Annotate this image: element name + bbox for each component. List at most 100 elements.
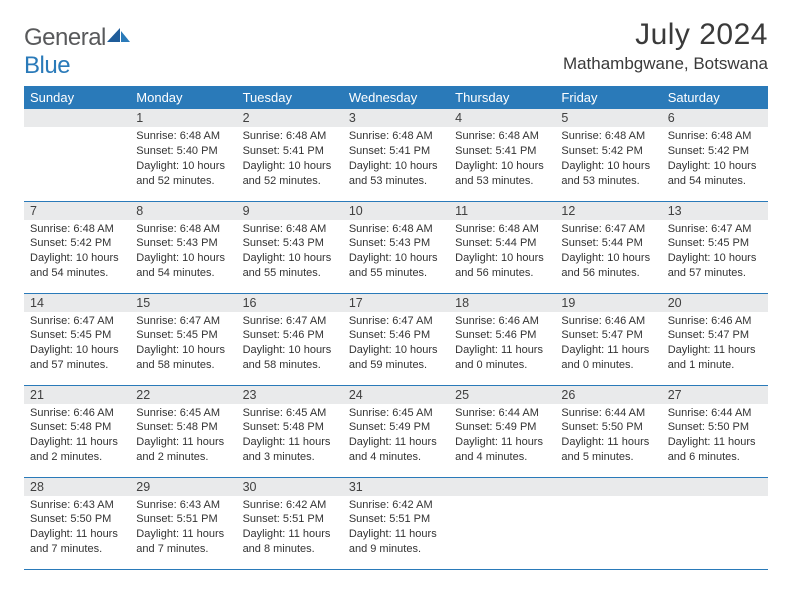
day-sunset: Sunset: 5:43 PM xyxy=(243,236,337,251)
day-sunset: Sunset: 5:46 PM xyxy=(243,328,337,343)
day-daylight1: Daylight: 11 hours xyxy=(243,527,337,542)
day-daylight1: Daylight: 11 hours xyxy=(455,343,549,358)
day-body: Sunrise: 6:47 AMSunset: 5:45 PMDaylight:… xyxy=(24,312,130,377)
day-daylight2: and 57 minutes. xyxy=(668,266,762,281)
day-daylight2: and 3 minutes. xyxy=(243,450,337,465)
day-daylight1: Daylight: 10 hours xyxy=(243,159,337,174)
day-daylight2: and 5 minutes. xyxy=(561,450,655,465)
day-body: Sunrise: 6:48 AMSunset: 5:40 PMDaylight:… xyxy=(130,127,236,192)
day-daylight2: and 7 minutes. xyxy=(136,542,230,557)
day-sunset: Sunset: 5:51 PM xyxy=(243,512,337,527)
day-daylight2: and 54 minutes. xyxy=(668,174,762,189)
calendar-day-cell: 24Sunrise: 6:45 AMSunset: 5:49 PMDayligh… xyxy=(343,385,449,477)
day-daylight1: Daylight: 10 hours xyxy=(30,251,124,266)
day-daylight1: Daylight: 11 hours xyxy=(561,343,655,358)
calendar-day-cell: 15Sunrise: 6:47 AMSunset: 5:45 PMDayligh… xyxy=(130,293,236,385)
day-number: 2 xyxy=(237,109,343,127)
calendar-day-cell: 13Sunrise: 6:47 AMSunset: 5:45 PMDayligh… xyxy=(662,201,768,293)
day-sunset: Sunset: 5:43 PM xyxy=(136,236,230,251)
day-sunset: Sunset: 5:48 PM xyxy=(30,420,124,435)
calendar-header-row: SundayMondayTuesdayWednesdayThursdayFrid… xyxy=(24,86,768,109)
calendar-week-row: 14Sunrise: 6:47 AMSunset: 5:45 PMDayligh… xyxy=(24,293,768,385)
calendar-day-cell: 2 Sunrise: 6:48 AMSunset: 5:41 PMDaylight… xyxy=(237,109,343,201)
day-sunset: Sunset: 5:47 PM xyxy=(668,328,762,343)
day-sunset: Sunset: 5:45 PM xyxy=(136,328,230,343)
calendar-week-row: 7Sunrise: 6:48 AMSunset: 5:42 PMDaylight… xyxy=(24,201,768,293)
day-body: Sunrise: 6:47 AMSunset: 5:45 PMDaylight:… xyxy=(662,220,768,285)
day-sunset: Sunset: 5:50 PM xyxy=(668,420,762,435)
day-sunset: Sunset: 5:41 PM xyxy=(243,144,337,159)
day-daylight2: and 4 minutes. xyxy=(349,450,443,465)
day-sunrise: Sunrise: 6:47 AM xyxy=(136,314,230,329)
day-daylight2: and 2 minutes. xyxy=(30,450,124,465)
day-number: 30 xyxy=(237,478,343,496)
calendar-day-cell xyxy=(24,109,130,201)
calendar-day-cell xyxy=(555,477,661,569)
weekday-header: Friday xyxy=(555,86,661,109)
calendar-day-cell: 7Sunrise: 6:48 AMSunset: 5:42 PMDaylight… xyxy=(24,201,130,293)
day-sunrise: Sunrise: 6:48 AM xyxy=(349,129,443,144)
calendar-week-row: 1Sunrise: 6:48 AMSunset: 5:40 PMDaylight… xyxy=(24,109,768,201)
day-daylight2: and 0 minutes. xyxy=(455,358,549,373)
day-body: Sunrise: 6:44 AMSunset: 5:50 PMDaylight:… xyxy=(555,404,661,469)
day-daylight1: Daylight: 11 hours xyxy=(243,435,337,450)
calendar-day-cell: 26Sunrise: 6:44 AMSunset: 5:50 PMDayligh… xyxy=(555,385,661,477)
day-number: 8 xyxy=(130,202,236,220)
day-sunset: Sunset: 5:48 PM xyxy=(136,420,230,435)
day-number: 26 xyxy=(555,386,661,404)
day-sunrise: Sunrise: 6:43 AM xyxy=(30,498,124,513)
day-daylight1: Daylight: 10 hours xyxy=(455,251,549,266)
day-sunset: Sunset: 5:46 PM xyxy=(349,328,443,343)
day-body: Sunrise: 6:45 AMSunset: 5:48 PMDaylight:… xyxy=(130,404,236,469)
day-daylight2: and 54 minutes. xyxy=(30,266,124,281)
day-body: Sunrise: 6:46 AMSunset: 5:48 PMDaylight:… xyxy=(24,404,130,469)
calendar-day-cell: 9Sunrise: 6:48 AMSunset: 5:43 PMDaylight… xyxy=(237,201,343,293)
day-sunset: Sunset: 5:51 PM xyxy=(136,512,230,527)
day-body: Sunrise: 6:48 AMSunset: 5:43 PMDaylight:… xyxy=(343,220,449,285)
day-sunrise: Sunrise: 6:46 AM xyxy=(455,314,549,329)
day-number xyxy=(662,478,768,496)
calendar-day-cell: 22Sunrise: 6:45 AMSunset: 5:48 PMDayligh… xyxy=(130,385,236,477)
day-body: Sunrise: 6:44 AMSunset: 5:49 PMDaylight:… xyxy=(449,404,555,469)
day-body: Sunrise: 6:48 AMSunset: 5:42 PMDaylight:… xyxy=(555,127,661,192)
day-body: Sunrise: 6:48 AMSunset: 5:42 PMDaylight:… xyxy=(24,220,130,285)
day-number: 24 xyxy=(343,386,449,404)
day-daylight1: Daylight: 11 hours xyxy=(455,435,549,450)
day-daylight1: Daylight: 10 hours xyxy=(561,159,655,174)
day-body: Sunrise: 6:47 AMSunset: 5:46 PMDaylight:… xyxy=(343,312,449,377)
calendar-day-cell: 10Sunrise: 6:48 AMSunset: 5:43 PMDayligh… xyxy=(343,201,449,293)
day-sunrise: Sunrise: 6:44 AM xyxy=(455,406,549,421)
day-sunset: Sunset: 5:48 PM xyxy=(243,420,337,435)
day-body: Sunrise: 6:48 AMSunset: 5:43 PMDaylight:… xyxy=(237,220,343,285)
day-daylight1: Daylight: 11 hours xyxy=(136,527,230,542)
day-daylight2: and 53 minutes. xyxy=(349,174,443,189)
calendar-day-cell: 30Sunrise: 6:42 AMSunset: 5:51 PMDayligh… xyxy=(237,477,343,569)
calendar-day-cell xyxy=(662,477,768,569)
day-body: Sunrise: 6:42 AMSunset: 5:51 PMDaylight:… xyxy=(343,496,449,561)
day-sunrise: Sunrise: 6:46 AM xyxy=(668,314,762,329)
calendar-week-row: 21Sunrise: 6:46 AMSunset: 5:48 PMDayligh… xyxy=(24,385,768,477)
calendar-table: SundayMondayTuesdayWednesdayThursdayFrid… xyxy=(24,86,768,570)
day-body: Sunrise: 6:45 AMSunset: 5:48 PMDaylight:… xyxy=(237,404,343,469)
day-daylight1: Daylight: 10 hours xyxy=(349,159,443,174)
day-sunset: Sunset: 5:44 PM xyxy=(455,236,549,251)
day-sunset: Sunset: 5:41 PM xyxy=(455,144,549,159)
day-number: 11 xyxy=(449,202,555,220)
day-daylight1: Daylight: 11 hours xyxy=(349,527,443,542)
day-body: Sunrise: 6:46 AMSunset: 5:47 PMDaylight:… xyxy=(662,312,768,377)
day-daylight2: and 55 minutes. xyxy=(349,266,443,281)
location-label: Mathambgwane, Botswana xyxy=(563,54,768,74)
calendar-day-cell: 29Sunrise: 6:43 AMSunset: 5:51 PMDayligh… xyxy=(130,477,236,569)
day-daylight1: Daylight: 10 hours xyxy=(668,251,762,266)
day-daylight1: Daylight: 10 hours xyxy=(243,251,337,266)
day-number xyxy=(24,109,130,127)
day-number: 21 xyxy=(24,386,130,404)
logo-sail-icon xyxy=(106,24,132,51)
day-sunrise: Sunrise: 6:47 AM xyxy=(243,314,337,329)
day-body: Sunrise: 6:46 AMSunset: 5:46 PMDaylight:… xyxy=(449,312,555,377)
day-sunset: Sunset: 5:50 PM xyxy=(561,420,655,435)
day-sunrise: Sunrise: 6:48 AM xyxy=(243,129,337,144)
day-body: Sunrise: 6:48 AMSunset: 5:43 PMDaylight:… xyxy=(130,220,236,285)
day-daylight1: Daylight: 10 hours xyxy=(668,159,762,174)
day-daylight2: and 7 minutes. xyxy=(30,542,124,557)
